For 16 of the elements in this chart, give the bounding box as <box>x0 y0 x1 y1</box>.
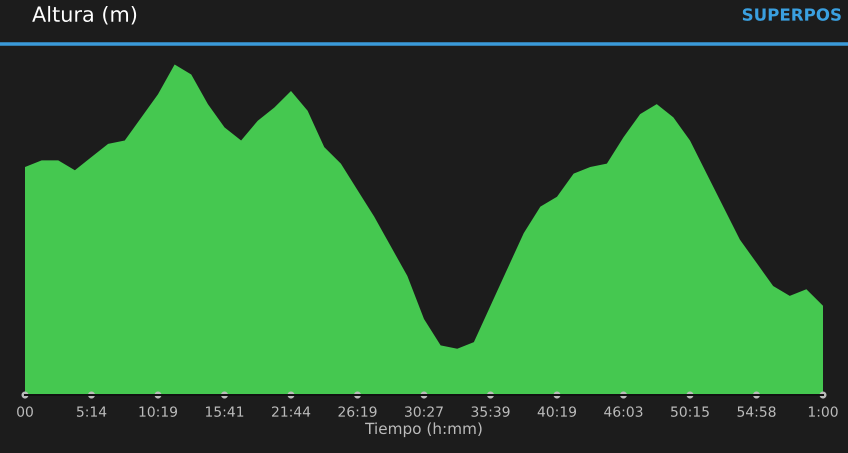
x-tick-label: 46:03 <box>604 406 642 417</box>
x-tick-label: 21:44 <box>272 406 310 417</box>
text: SUPERPOS <box>742 8 841 21</box>
chart-title: Altura (m) <box>32 6 136 24</box>
x-tick-label: 15:41 <box>206 406 244 417</box>
x-tick-label: 10:19 <box>140 406 178 417</box>
x-tick-label: 00 <box>17 406 33 417</box>
x-tick-label: 30:27 <box>405 406 443 417</box>
x-tick-label: 5:14 <box>76 406 106 417</box>
x-tick-label: 1:00 <box>808 406 838 417</box>
x-tick-label: 50:15 <box>671 406 709 417</box>
x-tick-label: 35:39 <box>472 406 510 417</box>
x-tick-label: 26:19 <box>338 406 377 417</box>
x-tick-label: 54:58 <box>738 406 776 417</box>
x-tick-label: 40:19 <box>538 406 576 417</box>
x-axis-title: Tiempo (h:mm) <box>365 422 482 438</box>
